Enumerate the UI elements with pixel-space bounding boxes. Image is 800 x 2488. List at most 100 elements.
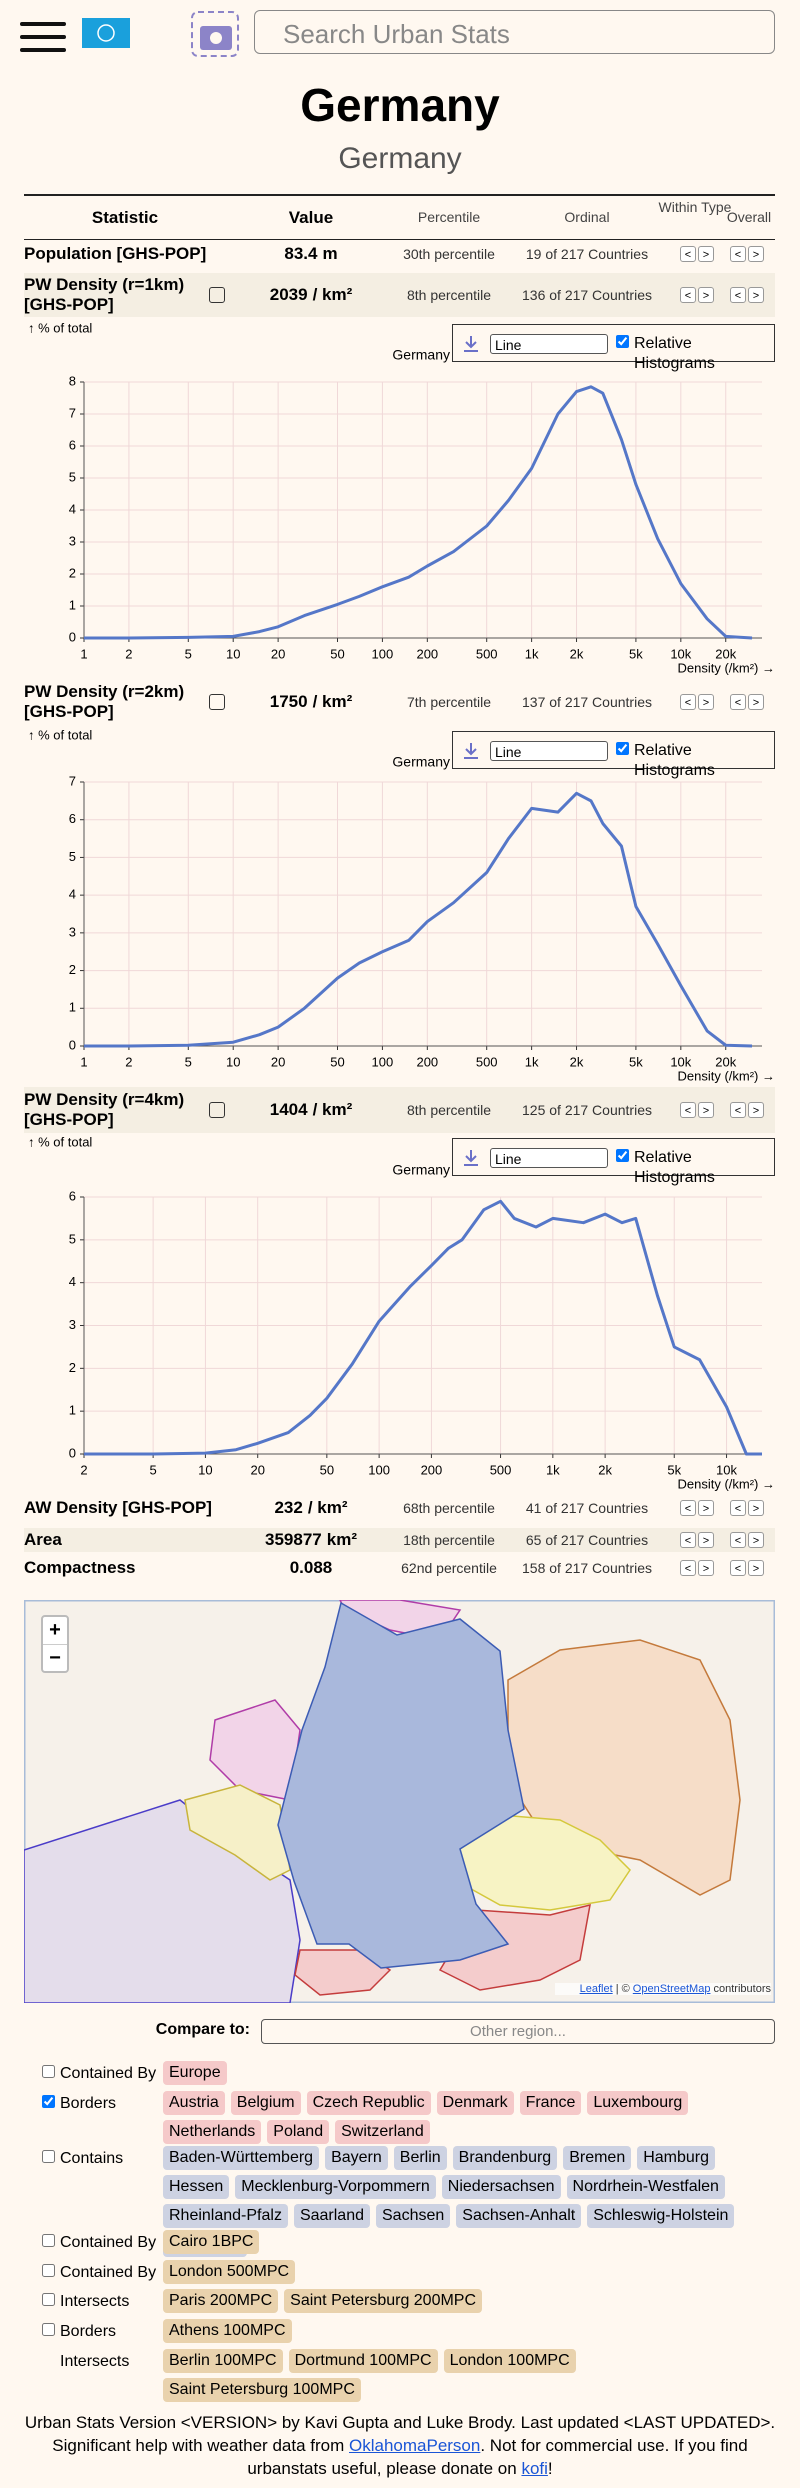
related-chip[interactable]: Cairo 1BPC	[163, 2230, 260, 2254]
nav-button[interactable]: <	[730, 1102, 746, 1118]
statistic-name[interactable]: Population [GHS-POP]	[24, 244, 207, 263]
related-chip[interactable]: Dortmund 100MPC	[288, 2349, 438, 2373]
related-checkbox[interactable]	[42, 2234, 55, 2247]
related-chip[interactable]: France	[519, 2091, 582, 2115]
region-germany[interactable]	[277, 1601, 525, 1969]
related-chip[interactable]: Poland	[267, 2120, 330, 2144]
related-chip[interactable]: Saarland	[293, 2204, 370, 2228]
related-checkbox[interactable]	[42, 2150, 55, 2163]
histogram-type-select[interactable]: Line	[490, 334, 608, 354]
camera-icon[interactable]	[191, 11, 239, 57]
nav-button[interactable]: <	[680, 246, 696, 262]
related-chip[interactable]: Hessen	[163, 2175, 230, 2199]
leaflet-link[interactable]: Leaflet	[579, 1983, 613, 1995]
related-chip[interactable]: Saint Petersburg 100MPC	[163, 2378, 361, 2402]
related-chip[interactable]: Saint Petersburg 200MPC	[284, 2289, 483, 2313]
zoom-out[interactable]: −	[49, 1647, 61, 1669]
nav-button[interactable]: <	[730, 1500, 746, 1516]
related-chip[interactable]: Belgium	[230, 2091, 301, 2115]
related-chip[interactable]: Baden-Württemberg	[163, 2146, 320, 2170]
nav-button[interactable]: >	[748, 1102, 764, 1118]
related-chip[interactable]: Rheinland-Pfalz	[163, 2204, 288, 2228]
nav-button[interactable]: >	[698, 287, 714, 303]
related-chip[interactable]: Bayern	[325, 2146, 388, 2170]
statistic-name[interactable]: AW Density [GHS-POP]	[24, 1498, 212, 1517]
region-czech[interactable]	[444, 1814, 631, 1911]
expand-button[interactable]	[209, 694, 225, 710]
relative-checkbox[interactable]	[616, 335, 629, 348]
related-chip[interactable]: Brandenburg	[452, 2146, 558, 2170]
nav-button[interactable]: >	[748, 246, 764, 262]
related-chip[interactable]: Sachsen	[376, 2204, 451, 2228]
nav-button[interactable]: <	[680, 694, 696, 710]
nav-button[interactable]: >	[748, 1560, 764, 1576]
related-chip[interactable]: Athens 100MPC	[163, 2319, 292, 2343]
search-box[interactable]: Search Urban Stats	[254, 10, 775, 54]
statistic-name[interactable]: PW Density (r=4km) [GHS-POP]	[24, 1090, 185, 1129]
footer-link[interactable]: kofi	[521, 2459, 548, 2478]
nav-button[interactable]: >	[748, 1532, 764, 1548]
related-checkbox[interactable]	[42, 2264, 55, 2277]
nav-button[interactable]: <	[730, 694, 746, 710]
related-chip[interactable]: Schleswig-Holstein	[587, 2204, 735, 2228]
histogram-type-select[interactable]: Line	[490, 741, 608, 761]
nav-button[interactable]: >	[748, 1500, 764, 1516]
map[interactable]	[24, 1600, 775, 2003]
menu-icon[interactable]	[20, 22, 66, 52]
nav-button[interactable]: <	[680, 1500, 696, 1516]
nav-button[interactable]: >	[698, 1102, 714, 1118]
nav-button[interactable]: <	[680, 287, 696, 303]
nav-button[interactable]: >	[748, 287, 764, 303]
relative-checkbox[interactable]	[616, 742, 629, 755]
statistic-name[interactable]: PW Density (r=1km) [GHS-POP]	[24, 275, 185, 314]
compare-input[interactable]: Other region...	[261, 2019, 775, 2044]
nav-button[interactable]: <	[730, 246, 746, 262]
related-chip[interactable]: Czech Republic	[306, 2091, 431, 2115]
download-icon[interactable]	[461, 334, 481, 354]
expand-button[interactable]	[209, 1102, 225, 1118]
related-chip[interactable]: Luxembourg	[587, 2091, 689, 2115]
nav-button[interactable]: <	[730, 1560, 746, 1576]
nav-button[interactable]: <	[680, 1102, 696, 1118]
download-icon[interactable]	[461, 1148, 481, 1168]
nav-button[interactable]: >	[748, 694, 764, 710]
nav-button[interactable]: <	[730, 287, 746, 303]
related-chip[interactable]: Berlin 100MPC	[163, 2349, 283, 2373]
nav-button[interactable]: >	[698, 1500, 714, 1516]
related-chip[interactable]: London 500MPC	[163, 2260, 296, 2284]
relative-checkbox[interactable]	[616, 1149, 629, 1162]
nav-button[interactable]: <	[680, 1532, 696, 1548]
statistic-name[interactable]: Area	[24, 1530, 62, 1549]
related-checkbox[interactable]	[42, 2293, 55, 2306]
related-chip[interactable]: Denmark	[436, 2091, 514, 2115]
related-chip[interactable]: Netherlands	[163, 2120, 262, 2144]
nav-button[interactable]: >	[698, 1560, 714, 1576]
related-chip[interactable]: Hamburg	[637, 2146, 716, 2170]
download-icon[interactable]	[461, 741, 481, 761]
histogram-type-select[interactable]: Line	[490, 1148, 608, 1168]
nav-button[interactable]: >	[698, 694, 714, 710]
zoom-in[interactable]: +	[43, 1617, 67, 1645]
related-chip[interactable]: Bremen	[563, 2146, 632, 2170]
statistic-name[interactable]: PW Density (r=2km) [GHS-POP]	[24, 682, 185, 721]
nav-button[interactable]: >	[698, 246, 714, 262]
related-chip[interactable]: Sachsen-Anhalt	[456, 2204, 582, 2228]
footer-link[interactable]: OklahomaPerson	[349, 2436, 481, 2455]
related-chip[interactable]: Niedersachsen	[441, 2175, 561, 2199]
expand-button[interactable]	[209, 287, 225, 303]
related-chip[interactable]: London 100MPC	[443, 2349, 576, 2373]
region-belgium[interactable]	[184, 1784, 291, 1881]
statistic-name[interactable]: Compactness	[24, 1558, 136, 1577]
nav-button[interactable]: >	[698, 1532, 714, 1548]
related-chip[interactable]: Austria	[163, 2091, 225, 2115]
related-chip[interactable]: Nordrhein-Westfalen	[566, 2175, 725, 2199]
related-chip[interactable]: Mecklenburg-Vorpommern	[235, 2175, 436, 2199]
related-checkbox[interactable]	[42, 2323, 55, 2336]
nav-button[interactable]: <	[730, 1532, 746, 1548]
related-chip[interactable]: Europe	[163, 2061, 227, 2085]
flag-icon[interactable]	[82, 18, 130, 48]
related-checkbox[interactable]	[42, 2065, 55, 2078]
related-chip[interactable]: Paris 200MPC	[163, 2289, 279, 2313]
related-chip[interactable]: Berlin	[393, 2146, 447, 2170]
related-checkbox[interactable]	[42, 2095, 55, 2108]
